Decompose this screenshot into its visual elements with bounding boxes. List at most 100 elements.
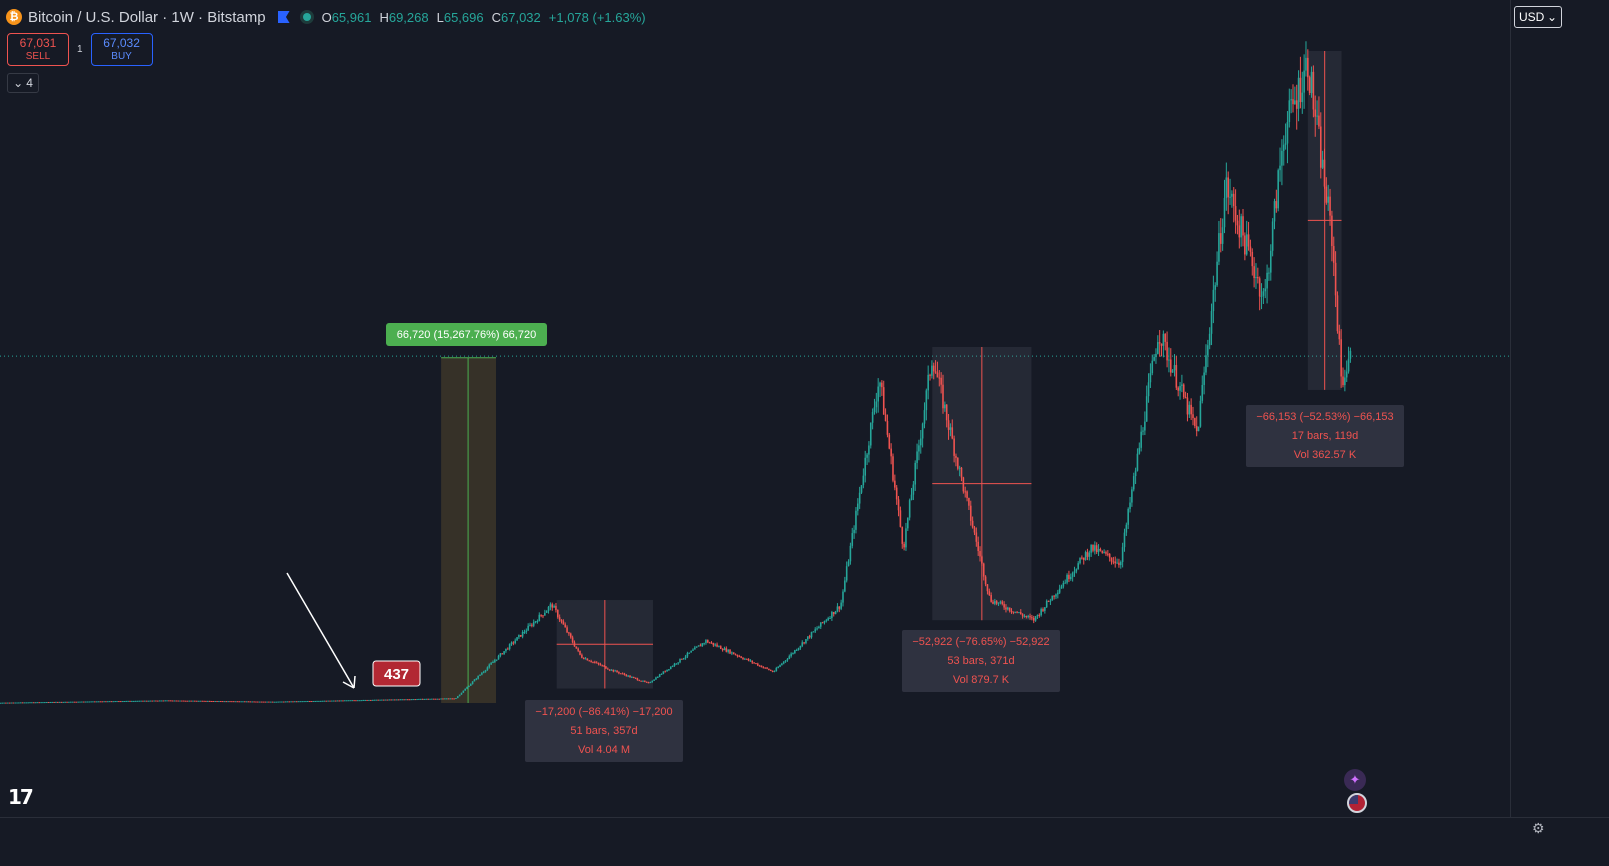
candle-body xyxy=(973,527,976,533)
candle-body xyxy=(1131,489,1133,503)
candle-body xyxy=(475,678,478,680)
candle-body xyxy=(431,698,433,700)
candle-body xyxy=(1303,70,1305,93)
candle-body xyxy=(995,601,998,604)
gain-label-box[interactable] xyxy=(386,323,547,346)
candle-body xyxy=(812,631,815,633)
candle-body xyxy=(777,666,779,668)
candle-body xyxy=(118,701,120,703)
candle-body xyxy=(392,699,394,701)
candle-body xyxy=(1021,614,1024,617)
candle-body xyxy=(1140,431,1142,448)
flag-icon[interactable] xyxy=(277,11,290,23)
candle-body xyxy=(245,701,248,703)
candle-body xyxy=(1277,170,1279,209)
marker-label-box[interactable] xyxy=(372,660,421,687)
candle-body xyxy=(373,699,376,701)
tradingview-logo[interactable]: 17 xyxy=(8,785,34,809)
candle-body xyxy=(882,387,885,415)
candle-body xyxy=(155,700,157,702)
candle-body xyxy=(366,699,368,701)
drawdown-label-box[interactable] xyxy=(902,630,1060,692)
candle-body xyxy=(119,701,122,703)
candle-body xyxy=(568,632,570,634)
candle-body xyxy=(655,677,657,680)
candle-body xyxy=(1268,272,1270,274)
candle-body xyxy=(244,701,246,703)
candle-body xyxy=(447,698,450,700)
candle-body xyxy=(1099,549,1102,551)
candle-body xyxy=(1027,616,1029,618)
candle-body xyxy=(621,673,624,675)
candle-body xyxy=(16,702,18,704)
buy-button[interactable]: 67,032 BUY xyxy=(90,33,153,66)
candle-body xyxy=(1225,177,1228,198)
candle-body xyxy=(56,701,59,703)
candle-body xyxy=(692,649,694,651)
candle-body xyxy=(686,653,689,657)
candle-body xyxy=(1094,545,1096,551)
candle-body xyxy=(614,670,617,672)
time-axis[interactable] xyxy=(0,817,1609,866)
candle-body xyxy=(688,652,691,654)
indicators-toggle-button[interactable]: ⌄ 4 xyxy=(7,73,39,93)
candle-body xyxy=(921,423,924,439)
candle-body xyxy=(181,700,183,702)
candle-body xyxy=(1110,557,1113,562)
candle-body xyxy=(232,701,235,703)
candle-body xyxy=(408,699,411,701)
candle-body xyxy=(1149,373,1152,383)
drawdown-label-box[interactable] xyxy=(1246,405,1404,467)
candle-body xyxy=(458,694,461,697)
symbol-title[interactable]: Bitcoin / U.S. Dollar · 1W · Bitstamp xyxy=(28,8,266,26)
candle-body xyxy=(412,699,415,701)
candle-body xyxy=(308,701,311,703)
candle-body xyxy=(166,700,168,702)
candle-body xyxy=(212,701,215,703)
candle-body xyxy=(299,701,302,703)
candle-body xyxy=(92,701,94,703)
us-flag-icon[interactable] xyxy=(1347,793,1367,813)
candle-body xyxy=(658,674,661,678)
candle-body xyxy=(140,700,142,702)
sell-button[interactable]: 67,031 SELL xyxy=(7,33,69,66)
candle-body xyxy=(45,702,48,704)
candle-body xyxy=(506,648,509,650)
candle-body xyxy=(479,674,481,676)
price-axis[interactable] xyxy=(1510,0,1609,817)
candle-body xyxy=(275,701,278,703)
candle-body xyxy=(710,642,713,644)
candle-body xyxy=(314,700,316,702)
candle-body xyxy=(3,702,5,704)
candle-body xyxy=(727,649,729,652)
candle-body xyxy=(1232,193,1235,207)
candle-body xyxy=(1203,372,1205,385)
candle-body xyxy=(1001,601,1004,605)
candle-body xyxy=(599,664,602,666)
candle-body xyxy=(1208,333,1211,346)
candle-body xyxy=(990,595,992,602)
candle-body xyxy=(268,701,270,703)
candle-body xyxy=(1299,77,1302,103)
candle-body xyxy=(757,663,759,666)
candle-body xyxy=(186,700,189,702)
candle-body xyxy=(338,700,341,702)
ai-assistant-icon[interactable]: ✦ xyxy=(1344,769,1366,791)
candle-body xyxy=(1329,196,1331,216)
candle-body xyxy=(1247,234,1250,247)
candle-body xyxy=(640,680,642,682)
candle-body xyxy=(225,701,228,703)
settings-gear-icon[interactable]: ⚙ xyxy=(1532,820,1545,836)
candle-body xyxy=(1042,609,1044,611)
currency-select[interactable]: USD ⌄ xyxy=(1514,6,1562,28)
candle-body xyxy=(277,701,279,703)
candle-body xyxy=(505,648,507,652)
candle-body xyxy=(142,700,144,702)
candle-body xyxy=(1103,552,1105,554)
drawdown-label-box[interactable] xyxy=(525,700,683,762)
candle-body xyxy=(1003,604,1005,608)
candle-body xyxy=(1005,607,1007,610)
candle-body xyxy=(182,700,185,702)
candle-body xyxy=(294,701,296,703)
